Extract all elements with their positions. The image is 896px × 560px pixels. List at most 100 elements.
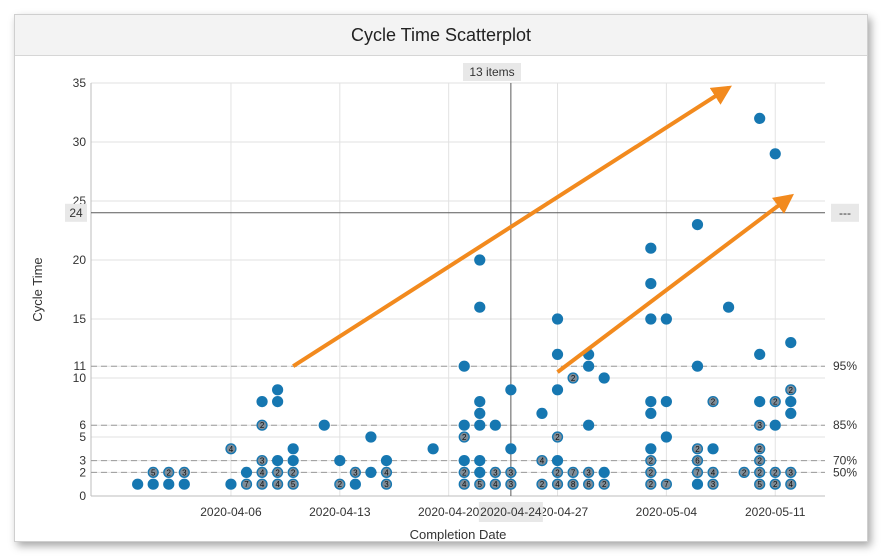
data-point[interactable] (272, 396, 284, 408)
data-point[interactable] (769, 148, 781, 160)
data-point[interactable] (785, 337, 797, 349)
data-point[interactable] (598, 466, 610, 478)
data-point[interactable] (489, 419, 501, 431)
data-point[interactable] (334, 455, 346, 467)
data-point[interactable] (427, 443, 439, 455)
data-point[interactable] (272, 384, 284, 396)
data-point[interactable] (645, 242, 657, 254)
data-point-count-bg (708, 468, 718, 477)
data-point-count-bg (693, 444, 702, 453)
data-point[interactable] (754, 112, 766, 124)
data-point[interactable] (256, 396, 268, 408)
data-point[interactable] (660, 313, 672, 325)
data-point[interactable] (287, 455, 299, 467)
data-point-count: 2 (462, 468, 467, 477)
data-point[interactable] (769, 419, 781, 431)
data-point[interactable] (163, 478, 175, 490)
data-point[interactable] (645, 407, 657, 419)
data-point[interactable] (474, 419, 486, 431)
data-point[interactable] (365, 466, 377, 478)
data-point[interactable] (178, 478, 190, 490)
data-point[interactable] (551, 313, 564, 325)
data-point-count: 2 (757, 457, 762, 466)
data-point-count: 2 (649, 480, 654, 489)
data-point-count: 2 (711, 398, 716, 407)
data-point-count: 3 (509, 468, 514, 477)
data-point-count: 2 (555, 468, 560, 477)
data-point[interactable] (551, 384, 564, 396)
data-point-count: 2 (260, 421, 265, 430)
data-point-count-bg (257, 456, 267, 465)
data-point[interactable] (240, 466, 253, 478)
data-point-count: 4 (493, 480, 498, 489)
annotation-arrow (292, 85, 732, 368)
data-point[interactable] (551, 348, 564, 360)
data-point[interactable] (380, 455, 393, 467)
data-point[interactable] (287, 443, 299, 455)
data-point[interactable] (318, 419, 330, 431)
data-point-count-bg (537, 480, 547, 489)
data-point[interactable] (707, 443, 719, 455)
data-point[interactable] (583, 360, 595, 372)
data-point[interactable] (474, 455, 486, 467)
data-point-count: 3 (384, 480, 389, 489)
hover-right-label: --- (839, 206, 851, 220)
data-point[interactable] (536, 407, 548, 419)
data-point[interactable] (458, 419, 470, 431)
annotation-arrow (556, 193, 794, 374)
data-point-count-bg (771, 468, 780, 477)
data-point[interactable] (365, 431, 377, 443)
data-point[interactable] (598, 372, 610, 384)
data-point[interactable] (474, 466, 486, 478)
data-point[interactable] (645, 396, 657, 408)
data-point[interactable] (691, 478, 704, 490)
data-point[interactable] (474, 396, 486, 408)
data-point[interactable] (691, 360, 704, 372)
data-point[interactable] (551, 455, 564, 467)
data-point[interactable] (660, 431, 672, 443)
percentile-label: 50% (833, 465, 857, 479)
data-point-count: 2 (462, 433, 467, 442)
data-point-count: 2 (291, 468, 296, 477)
data-point[interactable] (754, 396, 766, 408)
data-point[interactable] (505, 384, 517, 396)
data-point[interactable] (785, 407, 797, 419)
data-point-count-bg (708, 480, 718, 489)
data-point[interactable] (660, 396, 672, 408)
data-point-count: 2 (757, 468, 762, 477)
data-point[interactable] (458, 455, 470, 467)
data-point-count: 5 (757, 480, 762, 489)
data-point-count: 2 (275, 468, 280, 477)
data-point[interactable] (785, 396, 797, 408)
data-point-count-bg (382, 480, 391, 489)
data-point-count-bg (460, 432, 469, 442)
data-point[interactable] (754, 348, 766, 360)
data-point[interactable] (147, 478, 159, 490)
data-point[interactable] (458, 360, 470, 372)
data-point-count-bg (755, 468, 764, 477)
data-point[interactable] (645, 443, 657, 455)
data-point[interactable] (583, 419, 595, 431)
data-point[interactable] (474, 301, 486, 313)
data-point-count-bg (755, 421, 764, 430)
data-point[interactable] (349, 478, 361, 490)
hover-value-label: 24 (69, 206, 83, 220)
hover-value-label-bg (65, 203, 87, 222)
data-point[interactable] (225, 478, 237, 490)
data-point-count: 2 (757, 445, 762, 454)
data-point[interactable] (505, 443, 517, 455)
data-point[interactable] (691, 219, 704, 231)
data-point[interactable] (132, 478, 144, 490)
data-point[interactable] (272, 455, 284, 467)
data-point-count: 4 (260, 468, 265, 477)
x-tick-label: 2020-04-06 (200, 505, 262, 519)
data-point[interactable] (474, 407, 486, 419)
data-point[interactable] (645, 278, 657, 290)
data-point[interactable] (645, 313, 657, 325)
data-point-count-bg (771, 397, 780, 406)
data-point[interactable] (474, 254, 486, 266)
data-point-count-bg (335, 480, 345, 489)
data-point[interactable] (722, 301, 735, 313)
data-point-count-bg (755, 456, 764, 465)
